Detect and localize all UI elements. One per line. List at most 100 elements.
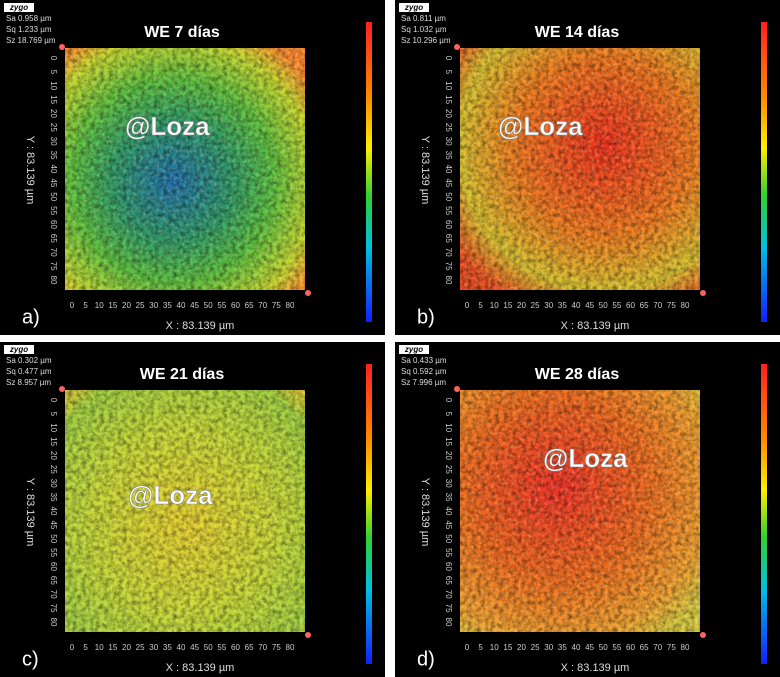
x-tick-label: 15 [108, 301, 117, 310]
y-tick-label: 40 [49, 165, 58, 174]
corner-marker [700, 632, 706, 638]
panel-letter: b) [417, 306, 435, 328]
x-tick-label: 80 [286, 301, 295, 310]
x-tick-label: 70 [258, 301, 267, 310]
y-tick-label: 30 [444, 479, 453, 488]
y-tick-label: 75 [444, 604, 453, 613]
y-tick-label: 30 [49, 479, 58, 488]
x-tick-label: 30 [149, 643, 158, 652]
x-tick-label: 25 [531, 301, 540, 310]
y-tick-label: 5 [49, 412, 58, 417]
panel: zygoSa 0.302 µmSq 0.477 µmSz 8.957 µmWE … [0, 342, 385, 677]
x-tick-label: 50 [204, 643, 213, 652]
x-axis-label: X : 83.139 µm [561, 320, 630, 332]
y-tick-label: 80 [444, 618, 453, 627]
x-tick-label: 60 [231, 643, 240, 652]
y-tick-label: 45 [444, 520, 453, 529]
x-tick-label: 25 [531, 643, 540, 652]
y-tick-label: 20 [49, 109, 58, 118]
y-tick-label: 10 [444, 423, 453, 432]
y-tick-label: 55 [49, 548, 58, 557]
corner-marker [454, 44, 460, 50]
surface-highlights [65, 48, 305, 290]
x-tick-label: 60 [626, 643, 635, 652]
corner-marker [305, 290, 311, 296]
x-tick-label: 70 [258, 643, 267, 652]
y-tick-label: 80 [444, 276, 453, 285]
color-bar [366, 364, 372, 664]
x-tick-label: 75 [667, 301, 676, 310]
x-tick-label: 40 [572, 301, 581, 310]
panel-title: WE 28 días [535, 366, 620, 383]
x-tick-label: 55 [217, 301, 226, 310]
stat: Sa 0.433 µm [401, 356, 447, 365]
x-tick-label: 25 [136, 643, 145, 652]
x-tick-label: 10 [490, 643, 499, 652]
y-tick-label: 25 [444, 465, 453, 474]
y-tick-label: 80 [49, 618, 58, 627]
x-tick-label: 75 [272, 301, 281, 310]
y-tick-label: 0 [49, 56, 58, 61]
corner-marker [305, 632, 311, 638]
logo: zygo [404, 3, 423, 12]
x-tick-label: 10 [95, 301, 104, 310]
panel-letter: a) [22, 306, 40, 328]
watermark: @Loza [498, 111, 583, 141]
stat: Sz 18.769 µm [6, 36, 56, 45]
x-tick-label: 30 [149, 301, 158, 310]
y-tick-label: 70 [444, 590, 453, 599]
x-tick-label: 40 [572, 643, 581, 652]
y-tick-label: 15 [444, 437, 453, 446]
panel-letter: c) [22, 648, 39, 670]
logo: zygo [404, 345, 423, 354]
x-tick-label: 55 [612, 301, 621, 310]
logo: zygo [9, 345, 28, 354]
y-tick-label: 25 [49, 123, 58, 132]
y-tick-label: 75 [49, 604, 58, 613]
y-tick-label: 50 [49, 534, 58, 543]
x-tick-label: 10 [95, 643, 104, 652]
y-tick-label: 5 [49, 70, 58, 75]
y-tick-label: 60 [444, 562, 453, 571]
y-tick-label: 25 [444, 123, 453, 132]
x-tick-label: 80 [286, 643, 295, 652]
y-tick-label: 35 [49, 151, 58, 160]
panel-title: WE 14 días [535, 24, 620, 41]
y-tick-label: 35 [444, 493, 453, 502]
x-tick-label: 35 [163, 301, 172, 310]
y-tick-label: 60 [49, 220, 58, 229]
y-tick-label: 45 [49, 178, 58, 187]
y-tick-label: 70 [49, 248, 58, 257]
y-axis-label: Y : 83.139 µm [419, 478, 431, 547]
x-tick-label: 70 [653, 643, 662, 652]
watermark: @Loza [125, 111, 210, 141]
x-axis-label: X : 83.139 µm [166, 320, 235, 332]
watermark: @Loza [128, 480, 213, 510]
x-tick-label: 20 [122, 643, 131, 652]
y-tick-label: 55 [444, 548, 453, 557]
stat: Sz 8.957 µm [6, 378, 51, 387]
y-axis-label: Y : 83.139 µm [24, 478, 36, 547]
y-tick-label: 70 [49, 590, 58, 599]
y-tick-label: 35 [49, 493, 58, 502]
surface-highlights [65, 390, 305, 632]
y-tick-label: 65 [444, 576, 453, 585]
y-axis-label: Y : 83.139 µm [419, 136, 431, 205]
x-tick-label: 5 [478, 301, 483, 310]
y-tick-label: 65 [49, 576, 58, 585]
stat: Sq 0.592 µm [401, 367, 447, 376]
x-tick-label: 50 [204, 301, 213, 310]
x-tick-label: 5 [478, 643, 483, 652]
y-tick-label: 55 [444, 206, 453, 215]
x-tick-label: 10 [490, 301, 499, 310]
y-tick-label: 60 [49, 562, 58, 571]
x-tick-label: 30 [544, 643, 553, 652]
y-tick-label: 20 [49, 451, 58, 460]
panel-title: WE 21 días [140, 366, 225, 383]
y-tick-label: 0 [444, 398, 453, 403]
stat: Sa 0.958 µm [6, 14, 52, 23]
x-tick-label: 0 [465, 643, 470, 652]
x-tick-label: 20 [517, 301, 526, 310]
x-tick-label: 30 [544, 301, 553, 310]
